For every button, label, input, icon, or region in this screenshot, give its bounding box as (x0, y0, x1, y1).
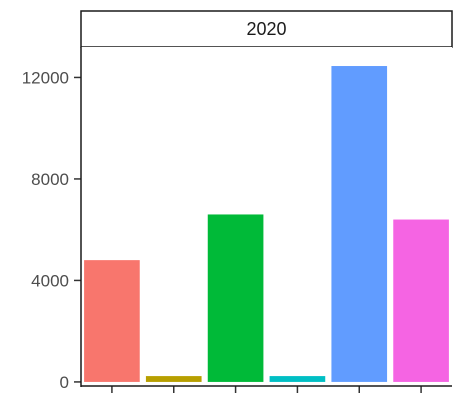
bar-2 (145, 376, 202, 382)
y-tick-label-0: 0 (60, 373, 69, 392)
y-axis: 0 4000 8000 12000 (22, 68, 81, 392)
plot-panel (81, 47, 452, 387)
bar-6 (393, 219, 449, 382)
y-tick-label-4000: 4000 (31, 271, 69, 290)
y-tick-label-8000: 8000 (31, 170, 69, 189)
x-axis (111, 386, 422, 393)
facet-strip-label: 2020 (246, 19, 286, 39)
y-tick-label-12000: 12000 (22, 68, 69, 87)
facet-strip (80, 10, 453, 48)
bar-3 (207, 214, 264, 382)
bars (84, 66, 449, 382)
bar-5 (331, 66, 388, 382)
bar-4 (269, 376, 326, 382)
bar-1 (84, 260, 140, 382)
